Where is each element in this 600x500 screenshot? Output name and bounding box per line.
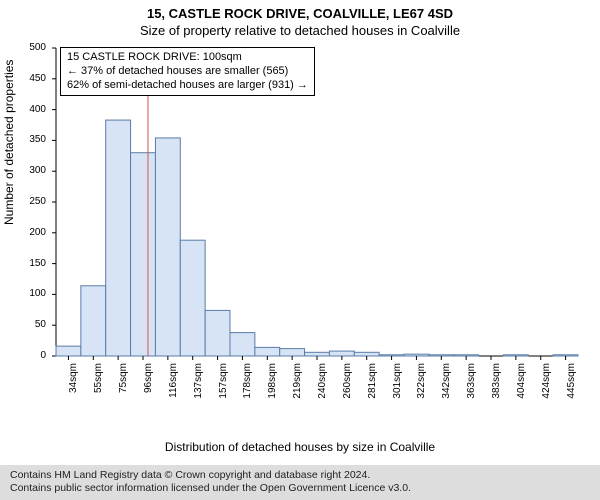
x-tick-label: 157sqm	[218, 363, 229, 403]
histogram-bar	[106, 120, 131, 356]
x-tick-label: 75sqm	[118, 363, 129, 403]
y-tick-label: 500	[16, 42, 46, 53]
footer-licence: Contains HM Land Registry data © Crown c…	[0, 465, 600, 500]
histogram-bar	[230, 333, 255, 356]
x-tick-label: 219sqm	[292, 363, 303, 403]
histogram-bar	[429, 355, 454, 356]
x-tick-label: 322sqm	[416, 363, 427, 403]
histogram-bar	[155, 138, 180, 356]
histogram-bar	[56, 346, 81, 356]
x-tick-label: 404sqm	[516, 363, 527, 403]
x-tick-label: 363sqm	[466, 363, 477, 403]
x-tick-label: 137sqm	[193, 363, 204, 403]
x-tick-label: 445sqm	[566, 363, 577, 403]
x-tick-label: 383sqm	[491, 363, 502, 403]
x-tick-label: 240sqm	[317, 363, 328, 403]
footer-line: Contains public sector information licen…	[10, 482, 590, 496]
histogram-bar	[305, 352, 330, 356]
histogram-bar	[205, 310, 230, 356]
histogram-bar	[379, 355, 404, 356]
x-tick-label: 55sqm	[93, 363, 104, 403]
histogram-bar	[329, 351, 354, 356]
x-axis-label: Distribution of detached houses by size …	[0, 440, 600, 454]
histogram-bar	[354, 352, 379, 356]
y-tick-label: 250	[16, 196, 46, 207]
annotation-line: 15 CASTLE ROCK DRIVE: 100sqm	[67, 51, 308, 65]
annotation-line: ← 37% of detached houses are smaller (56…	[67, 65, 308, 79]
y-tick-label: 50	[16, 319, 46, 330]
x-tick-label: 116sqm	[168, 363, 179, 403]
annotation-box: 15 CASTLE ROCK DRIVE: 100sqm ← 37% of de…	[60, 47, 315, 96]
x-tick-label: 301sqm	[392, 363, 403, 403]
y-tick-label: 400	[16, 104, 46, 115]
y-tick-label: 450	[16, 73, 46, 84]
x-tick-label: 424sqm	[541, 363, 552, 403]
y-tick-label: 350	[16, 134, 46, 145]
histogram-bar	[454, 355, 479, 356]
y-tick-label: 0	[16, 350, 46, 361]
y-tick-label: 150	[16, 258, 46, 269]
y-tick-label: 100	[16, 288, 46, 299]
histogram-bar	[131, 153, 156, 356]
chart-area: 34sqm 55sqm 75sqm 96sqm 116sqm 137sqm 157sqm 17…	[52, 44, 582, 404]
y-tick-label: 300	[16, 165, 46, 176]
histogram-bar	[404, 354, 429, 356]
x-tick-label: 178sqm	[242, 363, 253, 403]
page-subtitle: Size of property relative to detached ho…	[0, 21, 600, 38]
y-tick-label: 200	[16, 227, 46, 238]
histogram-plot	[52, 44, 582, 404]
histogram-bar	[553, 355, 578, 356]
histogram-bar	[255, 347, 280, 356]
x-tick-label: 96sqm	[143, 363, 154, 403]
x-tick-label: 34sqm	[68, 363, 79, 403]
histogram-bar	[180, 240, 205, 356]
x-tick-label: 198sqm	[267, 363, 278, 403]
x-tick-label: 342sqm	[441, 363, 452, 403]
x-tick-label: 281sqm	[367, 363, 378, 403]
histogram-bar	[280, 349, 305, 356]
x-tick-label: 260sqm	[342, 363, 353, 403]
annotation-line: 62% of semi-detached houses are larger (…	[67, 79, 308, 93]
histogram-bar	[503, 355, 528, 356]
page-address-title: 15, CASTLE ROCK DRIVE, COALVILLE, LE67 4…	[0, 0, 600, 21]
histogram-bar	[81, 286, 106, 356]
y-axis-label: Number of detached properties	[2, 60, 16, 225]
footer-line: Contains HM Land Registry data © Crown c…	[10, 469, 590, 483]
